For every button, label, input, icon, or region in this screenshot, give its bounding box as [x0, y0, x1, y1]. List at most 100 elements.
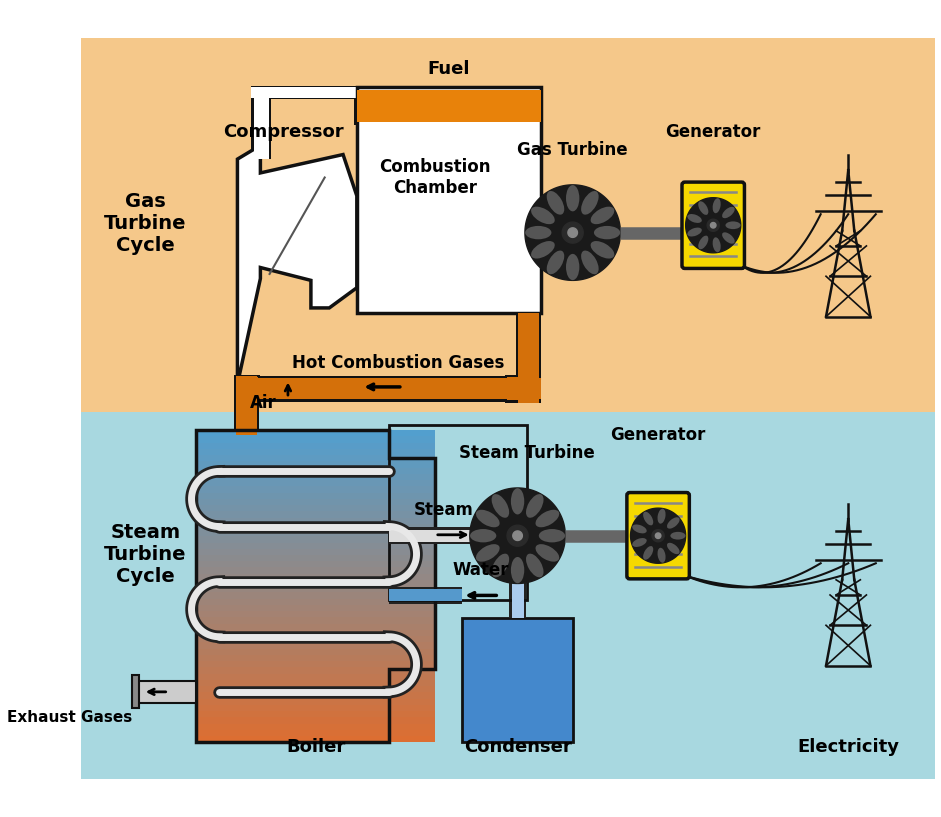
Ellipse shape — [547, 251, 565, 275]
Polygon shape — [196, 642, 435, 649]
Polygon shape — [196, 623, 435, 630]
Ellipse shape — [643, 546, 653, 560]
Polygon shape — [513, 531, 522, 541]
Ellipse shape — [698, 235, 709, 249]
Polygon shape — [196, 474, 435, 480]
Ellipse shape — [525, 226, 551, 239]
Polygon shape — [196, 667, 435, 674]
Text: Exhaust Gases: Exhaust Gases — [7, 710, 132, 725]
Ellipse shape — [535, 510, 559, 527]
Ellipse shape — [491, 554, 509, 578]
Ellipse shape — [476, 510, 500, 527]
Polygon shape — [655, 533, 661, 538]
Polygon shape — [710, 222, 716, 228]
Polygon shape — [389, 529, 513, 542]
Polygon shape — [196, 699, 435, 705]
Text: Steam: Steam — [414, 501, 474, 519]
Polygon shape — [686, 198, 741, 252]
Polygon shape — [196, 736, 435, 743]
Ellipse shape — [539, 529, 566, 542]
Bar — [81, 412, 935, 779]
FancyBboxPatch shape — [627, 493, 690, 579]
FancyBboxPatch shape — [682, 182, 744, 269]
Text: Generator: Generator — [611, 426, 706, 444]
Ellipse shape — [531, 241, 555, 258]
Ellipse shape — [511, 557, 524, 583]
Polygon shape — [136, 681, 196, 703]
Polygon shape — [196, 480, 435, 486]
Text: Compressor: Compressor — [223, 123, 343, 141]
Polygon shape — [196, 486, 435, 493]
Polygon shape — [389, 587, 462, 604]
Ellipse shape — [591, 241, 614, 258]
Ellipse shape — [687, 214, 702, 223]
Ellipse shape — [566, 254, 580, 280]
Ellipse shape — [566, 185, 580, 212]
Ellipse shape — [476, 544, 500, 561]
Ellipse shape — [643, 511, 653, 525]
Polygon shape — [196, 686, 435, 692]
Polygon shape — [506, 377, 538, 400]
Polygon shape — [196, 436, 435, 443]
Polygon shape — [196, 730, 435, 736]
Polygon shape — [196, 711, 435, 717]
Ellipse shape — [667, 517, 679, 529]
Ellipse shape — [632, 538, 646, 547]
Polygon shape — [196, 430, 435, 436]
Ellipse shape — [687, 228, 702, 236]
Polygon shape — [196, 467, 435, 474]
Polygon shape — [196, 555, 435, 561]
Polygon shape — [196, 680, 435, 686]
Ellipse shape — [667, 542, 679, 554]
Ellipse shape — [670, 532, 686, 539]
Polygon shape — [251, 87, 359, 97]
Polygon shape — [389, 589, 462, 601]
Polygon shape — [196, 618, 435, 623]
Polygon shape — [525, 185, 620, 280]
Ellipse shape — [722, 207, 735, 218]
Ellipse shape — [698, 201, 709, 215]
Text: Gas Turbine: Gas Turbine — [518, 141, 628, 159]
Text: Electricity: Electricity — [797, 738, 900, 757]
Polygon shape — [357, 90, 540, 123]
Ellipse shape — [722, 232, 735, 243]
Polygon shape — [236, 377, 258, 400]
Ellipse shape — [531, 207, 555, 224]
Polygon shape — [254, 92, 269, 159]
Polygon shape — [196, 605, 435, 611]
Polygon shape — [196, 674, 435, 680]
Polygon shape — [196, 649, 435, 655]
Text: Gas
Turbine
Cycle: Gas Turbine Cycle — [104, 192, 187, 255]
Ellipse shape — [726, 221, 741, 229]
Polygon shape — [196, 587, 435, 592]
Polygon shape — [196, 549, 435, 555]
Polygon shape — [196, 611, 435, 618]
Polygon shape — [196, 493, 435, 499]
Polygon shape — [196, 599, 435, 605]
Polygon shape — [196, 517, 435, 524]
Polygon shape — [233, 375, 261, 403]
Polygon shape — [196, 568, 435, 574]
Ellipse shape — [526, 554, 544, 578]
Polygon shape — [630, 508, 686, 563]
Polygon shape — [196, 561, 435, 568]
Polygon shape — [196, 511, 435, 517]
Text: Water: Water — [453, 561, 509, 579]
Polygon shape — [568, 228, 578, 238]
Ellipse shape — [511, 489, 524, 515]
Polygon shape — [196, 449, 435, 455]
Polygon shape — [357, 87, 540, 314]
Polygon shape — [196, 499, 435, 505]
Polygon shape — [512, 583, 523, 618]
Polygon shape — [196, 542, 435, 549]
Polygon shape — [242, 376, 540, 402]
Ellipse shape — [712, 237, 721, 252]
Ellipse shape — [658, 509, 665, 524]
Polygon shape — [196, 636, 435, 642]
Ellipse shape — [658, 547, 665, 563]
Ellipse shape — [491, 494, 509, 518]
Text: Steam
Turbine
Cycle: Steam Turbine Cycle — [104, 523, 187, 586]
Text: Boiler: Boiler — [286, 738, 345, 757]
Ellipse shape — [582, 191, 598, 215]
Polygon shape — [196, 724, 435, 730]
